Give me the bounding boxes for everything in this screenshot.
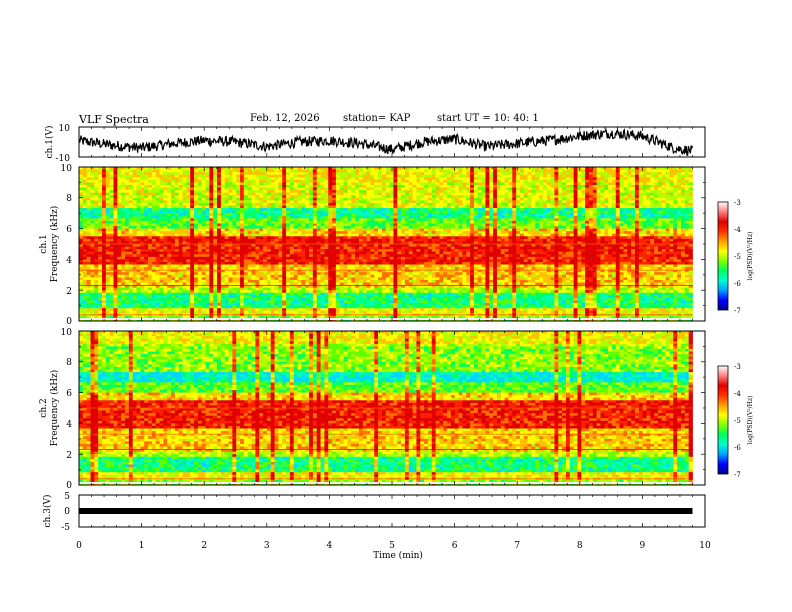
- ch1-waveform-frame: [78, 126, 706, 158]
- ch2-ytick-4: 4: [66, 420, 72, 430]
- time-tick-label: 8: [577, 541, 583, 551]
- ch1-waveform-line: [78, 127, 694, 156]
- ch3-ylabel: ch.3(V): [42, 495, 53, 528]
- start-time-label: start UT = 10: 40: 1: [437, 113, 539, 124]
- ch2-cbtick-m3: -3: [734, 363, 741, 371]
- time-tick-label: 9: [640, 541, 646, 551]
- ch3-ytick-bottom: -5: [61, 523, 70, 533]
- ch1-cbtick-m3: -3: [734, 199, 741, 207]
- ch1-cbtick-m6: -6: [734, 280, 741, 288]
- ch1-spectrogram-panel: 0 2 4 6 8 10 ch.1 Frequency (kHz) -3 -4 …: [39, 164, 754, 327]
- ch2-ytick-8: 8: [66, 358, 72, 368]
- ch1-ytick-bottom: -10: [56, 154, 71, 164]
- ch1-spectrogram-image: [79, 167, 693, 322]
- date-label: Feb. 12, 2026: [250, 113, 320, 124]
- ch3-ytick-top: 5: [64, 492, 70, 502]
- ch1-ytick-4: 4: [66, 256, 72, 266]
- time-tick-label: 0: [76, 541, 82, 551]
- ch1-colorbar-label: log(PSD)(V²/Hz): [747, 232, 754, 281]
- ch1-cbtick-m4: -4: [734, 226, 741, 234]
- ch3-waveform-panel: 5 0 -5 ch.3(V) 0 1 2 3 4 5 6 7 8 9 10 Time (min): [42, 492, 711, 561]
- time-tick-label: 4: [327, 541, 333, 551]
- ch1-ytick-8: 8: [66, 194, 72, 204]
- ch1-colorbar: [717, 201, 729, 311]
- ch2-colorbar-label: log(PSD)(V²/Hz): [747, 396, 754, 445]
- ch2-spectrogram-panel: 0 2 4 6 8 10 ch.2 Frequency (kHz) -3 -4 …: [39, 328, 754, 491]
- ch1-spectrogram-yticks: 0 2 4 6 8 10: [61, 164, 73, 327]
- ch1-ytick-10: 10: [61, 164, 73, 174]
- time-tick-label: 10: [699, 541, 711, 551]
- ch2-cbtick-m7: -7: [734, 471, 741, 479]
- ch2-ytick-0: 0: [66, 481, 72, 491]
- station-label: station= KAP: [343, 113, 411, 124]
- time-axis-ticklabels: 0 1 2 3 4 5 6 7 8 9 10: [76, 541, 711, 551]
- ch1-cbtick-m7: -7: [734, 307, 741, 315]
- ch2-ytick-6: 6: [66, 389, 72, 399]
- ch3-ytick-mid: 0: [64, 507, 70, 517]
- ch2-colorbar: [717, 365, 729, 475]
- ch1-spectrogram-ylabel: ch.1: [39, 234, 49, 253]
- ch2-cbtick-m6: -6: [734, 444, 741, 452]
- ch1-cbtick-m5: -5: [734, 253, 741, 261]
- time-tick-label: 3: [264, 541, 270, 551]
- time-axis-label: Time (min): [373, 550, 423, 561]
- ch2-frequency-ylabel: Frequency (kHz): [49, 370, 60, 447]
- time-tick-label: 2: [201, 541, 207, 551]
- ch2-ytick-10: 10: [61, 328, 73, 338]
- time-tick-label: 5: [389, 541, 395, 551]
- ch2-cbtick-m5: -5: [734, 417, 741, 425]
- time-tick-label: 7: [514, 541, 520, 551]
- figure-title: VLF Spectra: [79, 113, 149, 126]
- ch1-ylabel: ch.1(V): [44, 126, 55, 159]
- time-tick-label: 1: [139, 541, 145, 551]
- ch2-spectrogram-yticks: 0 2 4 6 8 10: [61, 328, 73, 491]
- ch1-ytick-6: 6: [66, 225, 72, 235]
- ch1-ytick-top: 10: [59, 124, 71, 134]
- ch2-cbtick-m4: -4: [734, 390, 741, 398]
- ch1-ytick-0: 0: [66, 317, 72, 327]
- ch2-spectrogram-ylabel: ch.2: [39, 398, 49, 417]
- ch1-frequency-ylabel: Frequency (kHz): [49, 206, 60, 283]
- time-tick-label: 6: [452, 541, 458, 551]
- ch2-spectrogram-image: [79, 331, 693, 486]
- ch1-ytick-2: 2: [66, 287, 72, 297]
- axis-tick-marks: [78, 127, 706, 527]
- ch1-waveform-panel: 10 -10 ch.1(V): [44, 124, 706, 164]
- ch2-ytick-2: 2: [66, 451, 72, 461]
